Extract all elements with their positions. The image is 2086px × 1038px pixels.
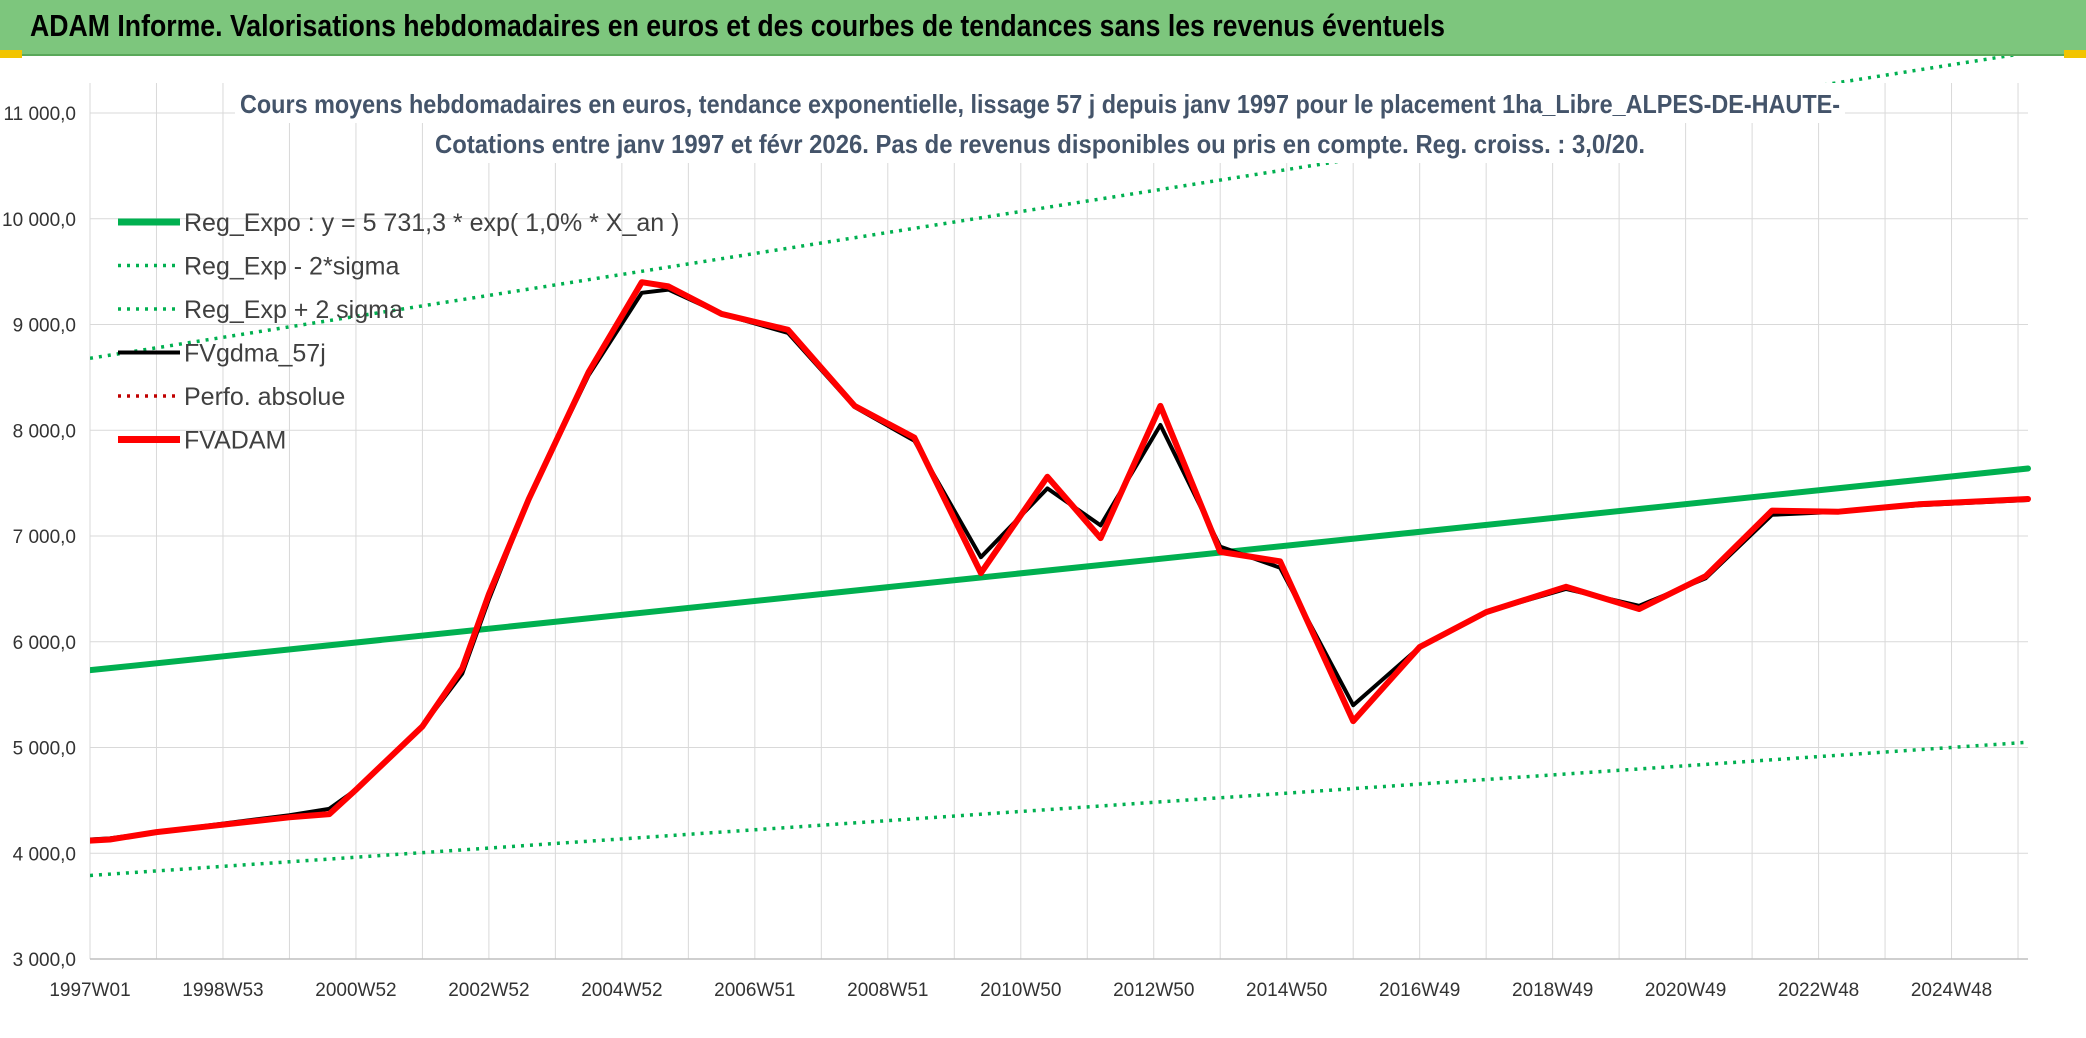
x-tick-label: 2016W49 [1379, 980, 1460, 1001]
y-tick-label: 4 000,0 [13, 844, 76, 865]
chart-title: Cours moyens hebdomadaires en euros, ten… [235, 83, 1845, 163]
header-corner-right [2064, 50, 2086, 58]
report-header: ADAM Informe. Valorisations hebdomadaire… [0, 0, 2086, 56]
legend-label: Reg_Exp + 2 sigma [184, 296, 403, 324]
x-tick-label: 2008W51 [847, 980, 928, 1001]
chart-axes: 3 000,0 4 000,0 5 000,0 6 000,0 7 000,0 8 000… [2, 104, 2028, 1001]
legend-label: Reg_Expo : y = 5 731,3 * exp( 1,0% * X_a… [184, 209, 679, 237]
series-line-2 [90, 56, 2019, 361]
legend-label: FVADAM [184, 427, 286, 455]
header-corner-left [0, 50, 22, 58]
x-tick-label: 2004W52 [581, 980, 662, 1001]
x-tick-label: 2006W51 [714, 980, 795, 1001]
y-tick-label: 6 000,0 [13, 633, 76, 654]
y-tick-label: 7 000,0 [13, 527, 76, 548]
chart-title-background [235, 83, 1845, 123]
chart-legend: Reg_Expo : y = 5 731,3 * exp( 1,0% * X_a… [118, 209, 679, 455]
y-tick-label: 3 000,0 [13, 950, 76, 971]
y-tick-label: 5 000,0 [13, 739, 76, 760]
series-line-0 [90, 465, 2031, 674]
legend-label: Perfo. absolue [184, 383, 345, 411]
chart-title-line: Cotations entre janv 1997 et févr 2026. … [435, 129, 1645, 159]
x-tick-label: 2012W50 [1113, 980, 1194, 1001]
report-title: ADAM Informe. Valorisations hebdomadaire… [30, 8, 1445, 43]
x-tick-label: 2018W49 [1512, 980, 1593, 1001]
x-tick-label: 2024W48 [1911, 980, 1992, 1001]
chart-title-background [430, 123, 1650, 163]
x-tick-label: 2014W50 [1246, 980, 1327, 1001]
x-tick-label: 1997W01 [49, 980, 130, 1001]
x-tick-label: 2022W48 [1778, 980, 1859, 1001]
y-tick-label: 10 000,0 [2, 210, 76, 231]
y-tick-label: 9 000,0 [13, 316, 76, 337]
series-line-5 [90, 279, 2031, 844]
chart-series [90, 56, 2031, 878]
legend-label: FVgdma_57j [184, 340, 326, 368]
y-tick-label: 8 000,0 [13, 421, 76, 442]
y-tick-label: 11 000,0 [3, 104, 76, 125]
x-tick-label: 2010W50 [980, 980, 1061, 1001]
x-tick-label: 2000W52 [315, 980, 396, 1001]
series-line-3 [90, 287, 2030, 842]
chart-title-line: Cours moyens hebdomadaires en euros, ten… [240, 89, 1840, 119]
x-tick-label: 2002W52 [448, 980, 529, 1001]
legend-label: Reg_Exp - 2*sigma [184, 253, 399, 281]
x-tick-label: 1998W53 [182, 980, 263, 1001]
x-tick-label: 2020W49 [1645, 980, 1726, 1001]
